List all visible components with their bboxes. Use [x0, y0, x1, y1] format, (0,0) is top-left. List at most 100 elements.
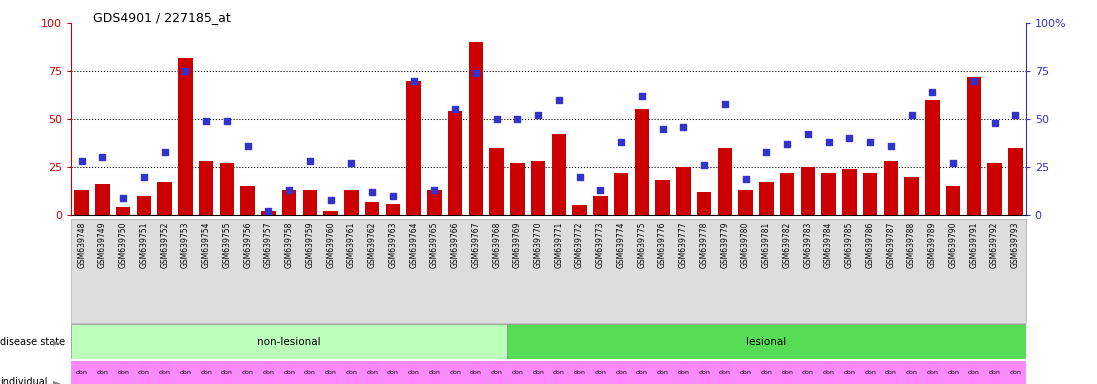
Point [633, 93, 651, 99]
Text: don: don [947, 370, 959, 375]
Bar [966, 77, 981, 215]
Text: don: don [802, 370, 814, 375]
Text: GSM639751: GSM639751 [139, 222, 148, 268]
Text: GSM639752: GSM639752 [160, 222, 169, 268]
Bar [137, 196, 151, 215]
Point [93, 154, 111, 161]
Text: GSM639786: GSM639786 [866, 222, 874, 268]
Point [612, 139, 630, 145]
Bar [714, 361, 735, 384]
Point [799, 131, 816, 137]
Text: GSM639775: GSM639775 [637, 222, 646, 268]
Text: don: don [490, 370, 502, 375]
Bar [468, 42, 483, 215]
Bar [738, 190, 753, 215]
Text: don: don [1009, 370, 1021, 375]
Text: don: don [719, 370, 731, 375]
Bar [444, 361, 465, 384]
Text: GSM639791: GSM639791 [970, 222, 979, 268]
Point [281, 187, 298, 193]
Bar [925, 100, 940, 215]
Point [218, 118, 236, 124]
Text: lesional: lesional [746, 337, 787, 347]
Point [550, 97, 567, 103]
Text: don: don [926, 370, 938, 375]
Text: don: don [117, 370, 129, 375]
Text: don: don [449, 370, 461, 375]
Bar [942, 361, 963, 384]
Text: don: don [906, 370, 917, 375]
Bar [320, 361, 341, 384]
Point [488, 116, 506, 122]
Bar [113, 361, 134, 384]
Bar [717, 148, 732, 215]
Bar [946, 186, 960, 215]
Text: don: don [429, 370, 440, 375]
Text: GSM639766: GSM639766 [451, 222, 460, 268]
Bar [199, 161, 214, 215]
Text: don: don [304, 370, 316, 375]
Bar [134, 361, 155, 384]
Point [260, 208, 278, 214]
Point [1007, 112, 1025, 118]
Text: don: don [885, 370, 896, 375]
Text: GSM639770: GSM639770 [533, 222, 543, 268]
Point [321, 197, 339, 203]
Point [135, 174, 152, 180]
Point [114, 195, 132, 201]
Bar [818, 361, 839, 384]
Text: don: don [760, 370, 772, 375]
Point [840, 135, 858, 141]
Point [342, 160, 360, 166]
Text: don: don [968, 370, 980, 375]
Bar [801, 167, 815, 215]
Bar [510, 163, 524, 215]
Bar [176, 361, 195, 384]
Bar [71, 361, 92, 384]
Bar [902, 361, 921, 384]
Text: GSM639754: GSM639754 [202, 222, 211, 268]
Text: GSM639790: GSM639790 [949, 222, 958, 268]
Bar [697, 192, 711, 215]
Text: GSM639768: GSM639768 [493, 222, 501, 268]
Text: GSM639760: GSM639760 [326, 222, 336, 268]
Text: GSM639765: GSM639765 [430, 222, 439, 268]
Bar [987, 163, 1002, 215]
Bar [528, 361, 548, 384]
Point [239, 143, 257, 149]
Text: don: don [574, 370, 586, 375]
Bar [344, 190, 359, 215]
Point [779, 141, 796, 147]
Bar [507, 324, 1026, 359]
Bar [425, 361, 444, 384]
Text: GSM639755: GSM639755 [223, 222, 231, 268]
Text: GSM639757: GSM639757 [264, 222, 273, 268]
Text: GSM639781: GSM639781 [761, 222, 771, 268]
Text: ►: ► [53, 337, 60, 347]
Bar [365, 202, 380, 215]
Bar [299, 361, 320, 384]
Point [716, 101, 734, 107]
Point [591, 187, 609, 193]
Point [363, 189, 381, 195]
Point [301, 158, 319, 164]
Bar [632, 361, 653, 384]
Bar [863, 173, 878, 215]
Bar [279, 361, 299, 384]
Text: don: don [325, 370, 337, 375]
Bar [548, 361, 569, 384]
Text: GSM639748: GSM639748 [77, 222, 87, 268]
Point [446, 106, 464, 113]
Text: GSM639749: GSM639749 [98, 222, 106, 268]
Point [861, 139, 879, 145]
Text: GSM639792: GSM639792 [991, 222, 999, 268]
Point [737, 175, 755, 182]
Point [758, 149, 776, 155]
Text: GSM639787: GSM639787 [886, 222, 895, 268]
Bar [842, 169, 857, 215]
Text: GSM639761: GSM639761 [347, 222, 355, 268]
Point [695, 162, 713, 168]
Bar [507, 361, 528, 384]
Bar [822, 173, 836, 215]
Point [654, 126, 671, 132]
